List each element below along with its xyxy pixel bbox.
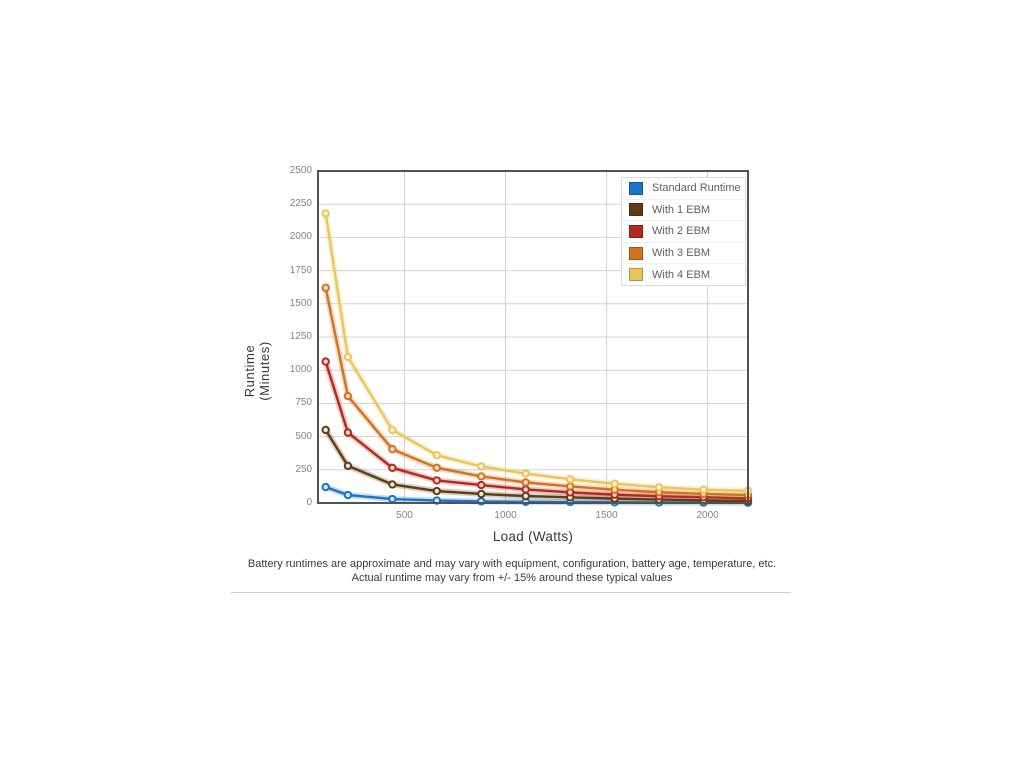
data-point [321,283,330,293]
data-point [321,425,330,435]
x-axis-title: Load (Watts) [492,529,574,544]
data-point [477,480,486,490]
data-point [321,209,330,218]
series-with-4-ebm [321,209,753,495]
y-tick-label: 1750 [289,264,312,276]
y-tick-label: 750 [295,397,312,409]
legend-item-standard-runtime: Standard Runtime [622,178,745,200]
legend-swatch-icon [629,268,643,282]
data-point [343,391,353,401]
legend: Standard Runtime With 1 EBM With 2 EBM With… [621,177,746,286]
y-axis-title-line1: Runtime [242,344,257,398]
data-point [521,478,530,487]
x-tick-label: 2000 [696,510,719,521]
data-point [521,485,530,494]
x-tick-label: 500 [396,510,413,521]
series-with-2-ebm [321,357,753,503]
legend-label: With 1 EBM [652,203,711,216]
legend-swatch-icon [629,224,643,238]
footer-line-2: Actual runtime may vary from +/- 15% aro… [351,571,673,584]
data-point [610,479,619,488]
data-point [432,463,442,473]
x-tick-label: 1500 [595,510,618,521]
footer-divider [231,592,791,593]
y-tick-label: 500 [295,430,312,442]
y-axis-title-line2: (Minutes) [257,341,272,401]
data-point [388,463,397,473]
legend-label: Standard Runtime [652,182,741,195]
data-point [654,483,664,492]
y-tick-label: 1500 [289,297,312,309]
data-point [343,352,353,362]
data-point [521,469,530,478]
y-tick-label: 0 [306,497,312,508]
legend-label: With 3 EBM [652,247,711,260]
data-point [321,482,330,492]
x-tick-label: 1000 [494,510,517,521]
data-point [388,494,397,504]
data-point [343,461,353,471]
series-with-3-ebm [321,283,753,500]
footer-note: Battery runtimes are approximate and may… [0,558,1024,585]
legend-label: With 2 EBM [652,225,711,238]
legend-item-with-4-ebm: With 4 EBM [622,264,745,285]
y-tick-label: 2500 [289,165,312,176]
y-tick-label: 250 [295,463,312,475]
footer-line-1: Battery runtimes are approximate and may… [247,558,777,570]
y-tick-label: 2250 [289,198,312,210]
data-point [388,425,397,435]
legend-label: With 4 EBM [652,268,711,281]
data-point [388,445,397,454]
plot-border [317,170,749,504]
legend-swatch-icon [629,181,643,195]
data-point [565,475,575,484]
data-point [388,480,397,489]
y-tick-label: 1000 [289,364,312,376]
y-axis-title: Runtime (Minutes) [242,341,272,401]
legend-item-with-2-ebm: With 2 EBM [622,221,745,243]
data-point [477,472,486,481]
legend-swatch-icon [629,246,643,260]
y-tick-label: 1250 [289,331,312,342]
gridlines [318,171,748,503]
data-point [343,428,353,437]
legend-item-with-3-ebm: With 3 EBM [622,243,745,265]
data-point [432,476,442,485]
y-tick-label: 2000 [289,231,312,243]
data-point [699,485,708,494]
data-point [343,490,353,500]
data-point [521,491,530,501]
data-point [321,357,330,366]
legend-item-with-1-ebm: With 1 EBM [622,200,745,222]
data-point [432,486,442,496]
data-point [432,450,442,460]
data-point [565,482,575,491]
legend-swatch-icon [629,203,643,217]
data-point [477,462,486,471]
data-point [477,489,486,499]
